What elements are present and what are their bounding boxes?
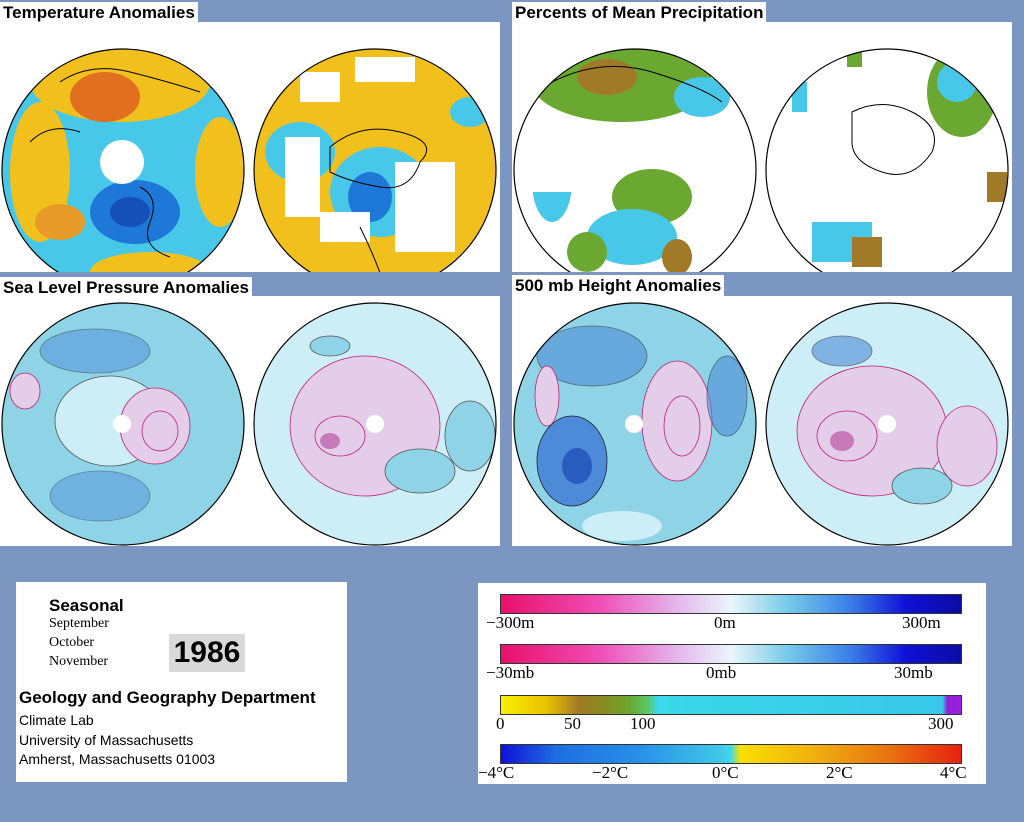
pressure-label-zero: 0mb — [706, 663, 737, 682]
month-september: September — [49, 616, 109, 631]
northern-hemisphere-precipitation-map — [514, 49, 756, 272]
height-label-max: 300m — [902, 613, 941, 632]
color-legends: −300m 0m 300m −30mb 0mb 30mb 0 50 100 30… — [478, 583, 986, 784]
address-line-3: Amherst, Massachusetts 01003 — [19, 751, 216, 767]
temp-label-minus2: −2°C — [592, 763, 629, 782]
pressure-label-min: −30mb — [486, 663, 535, 682]
height-500mb-title: 500 mb Height Anomalies — [512, 275, 725, 296]
temp-label-zero: 0°C — [712, 763, 739, 782]
temperature-maps — [1, 48, 497, 272]
temp-label-plus2: 2°C — [826, 763, 853, 782]
temp-label-minus4: −4°C — [478, 763, 515, 782]
southern-hemisphere-temperature-map — [254, 49, 496, 272]
temperature-anomalies-panel — [0, 22, 500, 272]
height-label-zero: 0m — [714, 613, 736, 632]
department-name: Geology and Geography Department — [19, 688, 316, 707]
month-november: November — [49, 654, 109, 669]
sea-level-pressure-panel — [0, 296, 500, 546]
temperature-anomalies-title: Temperature Anomalies — [0, 2, 198, 23]
precipitation-title: Percents of Mean Precipitation — [512, 2, 767, 23]
temp-colorbar — [500, 744, 962, 764]
sea-level-pressure-maps — [1, 302, 497, 546]
northern-hemisphere-pressure-map — [2, 303, 244, 545]
northern-hemisphere-height-map — [514, 303, 756, 545]
month-october: October — [49, 635, 95, 650]
precip-label-50: 50 — [564, 714, 581, 733]
southern-hemisphere-pressure-map — [254, 303, 496, 545]
pressure-colorbar — [500, 644, 962, 664]
height-colorbar — [500, 594, 962, 614]
period-label: Seasonal — [49, 596, 124, 615]
southern-hemisphere-height-map — [766, 303, 1008, 545]
northern-hemisphere-temperature-map — [2, 49, 244, 272]
address-line-1: Climate Lab — [19, 712, 94, 728]
precip-label-0: 0 — [496, 714, 505, 733]
precipitation-maps — [513, 48, 1009, 272]
height-label-min: −300m — [486, 613, 535, 632]
precip-label-100: 100 — [630, 714, 656, 733]
height-500mb-panel — [512, 296, 1012, 546]
year-badge: 1986 — [169, 634, 245, 672]
precip-colorbar — [500, 695, 962, 715]
temp-label-plus4: 4°C — [940, 763, 967, 782]
southern-hemisphere-precipitation-map — [766, 49, 1008, 272]
sea-level-pressure-title: Sea Level Pressure Anomalies — [0, 277, 253, 298]
precip-label-300: 300 — [928, 714, 954, 733]
pressure-label-max: 30mb — [894, 663, 933, 682]
height-500mb-maps — [513, 302, 1009, 546]
precipitation-panel — [512, 22, 1012, 272]
info-box: Seasonal September October November 1986… — [16, 582, 347, 782]
address-line-2: University of Massachusetts — [19, 732, 194, 748]
